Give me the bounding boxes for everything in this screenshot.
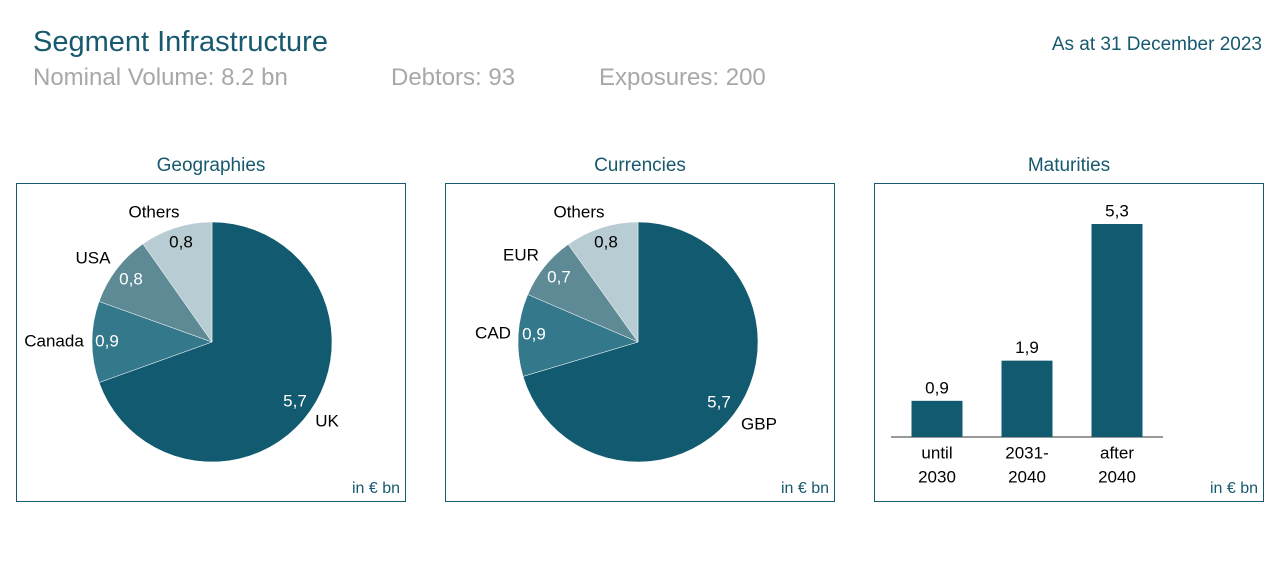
pie-slice-others — [567, 221, 639, 343]
page-title: Segment Infrastructure — [33, 26, 328, 58]
debtors-stat: Debtors: 93 — [391, 64, 516, 91]
report-date: As at 31 December 2023 — [1051, 34, 1262, 55]
category-label-cad: CAD — [475, 323, 511, 342]
pie-slice-gbp — [522, 221, 759, 463]
unit-label: in € bn — [780, 480, 829, 497]
data-label-others: 0,8 — [594, 232, 618, 251]
bar-2031-2040 — [1001, 360, 1053, 437]
category-label-uk: UK — [315, 411, 339, 430]
category-label-canada: Canada — [24, 331, 84, 350]
category-label-others: Others — [553, 202, 604, 221]
data-label-canada: 0,9 — [95, 331, 119, 350]
bar-value-label: 1,9 — [1015, 338, 1039, 357]
exposures-stat: Exposures: 200 — [599, 64, 766, 91]
x-tick-label: 2040 — [1008, 467, 1046, 486]
category-label-gbp: GBP — [741, 414, 777, 433]
x-tick-label: 2030 — [918, 467, 956, 486]
unit-label: in € bn — [1209, 480, 1258, 497]
bar-until-2030 — [911, 400, 963, 437]
geographies-pie-chart: 5,7 UK 0,9 Canada 0,8 USA 0,8 Others — [24, 202, 339, 463]
geographies-title: Geographies — [156, 155, 266, 176]
maturities-bar-chart: 0,9 until 2030 1,9 2031- 2040 5,3 after 2040 — [891, 201, 1163, 486]
bar-value-label: 0,9 — [925, 378, 949, 397]
data-label-others: 0,8 — [169, 232, 193, 251]
nominal-volume-stat: Nominal Volume: 8.2 bn — [33, 64, 288, 91]
unit-label: in € bn — [351, 480, 400, 497]
pie-slice-usa — [98, 243, 213, 343]
currencies-panel: 5,7 GBP 0,9 CAD 0,7 EUR 0,8 Others in € bn — [445, 183, 835, 502]
maturities-title: Maturities — [1027, 155, 1111, 176]
x-tick-label: 2040 — [1098, 467, 1136, 486]
data-label-uk: 5,7 — [283, 391, 307, 410]
currencies-title: Currencies — [594, 155, 686, 176]
category-label-eur: EUR — [503, 245, 539, 264]
currencies-pie-chart: 5,7 GBP 0,9 CAD 0,7 EUR 0,8 Others — [475, 202, 777, 463]
maturities-panel: 0,9 until 2030 1,9 2031- 2040 5,3 after 2040 in … — [874, 183, 1264, 502]
data-label-gbp: 5,7 — [707, 392, 731, 411]
x-tick-label: after — [1100, 443, 1134, 462]
bar-value-label: 5,3 — [1105, 201, 1129, 220]
x-tick-label: until — [921, 443, 952, 462]
pie-slice-canada — [91, 301, 213, 383]
data-label-usa: 0,8 — [119, 269, 143, 288]
data-label-eur: 0,7 — [547, 267, 571, 286]
pie-slice-cad — [517, 294, 639, 377]
category-label-others: Others — [128, 202, 179, 221]
data-label-cad: 0,9 — [522, 324, 546, 343]
pie-slice-uk — [98, 221, 333, 463]
bar-after-2040 — [1091, 224, 1143, 437]
category-label-usa: USA — [76, 248, 112, 267]
pie-slice-others — [142, 221, 213, 343]
x-tick-label: 2031- — [1005, 443, 1048, 462]
geographies-panel: 5,7 UK 0,9 Canada 0,8 USA 0,8 Others in € bn — [16, 183, 406, 502]
